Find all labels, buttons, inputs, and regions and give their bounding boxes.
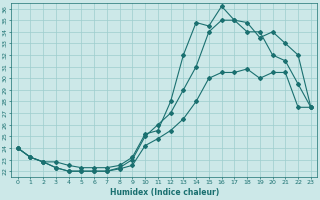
X-axis label: Humidex (Indice chaleur): Humidex (Indice chaleur) — [110, 188, 219, 197]
